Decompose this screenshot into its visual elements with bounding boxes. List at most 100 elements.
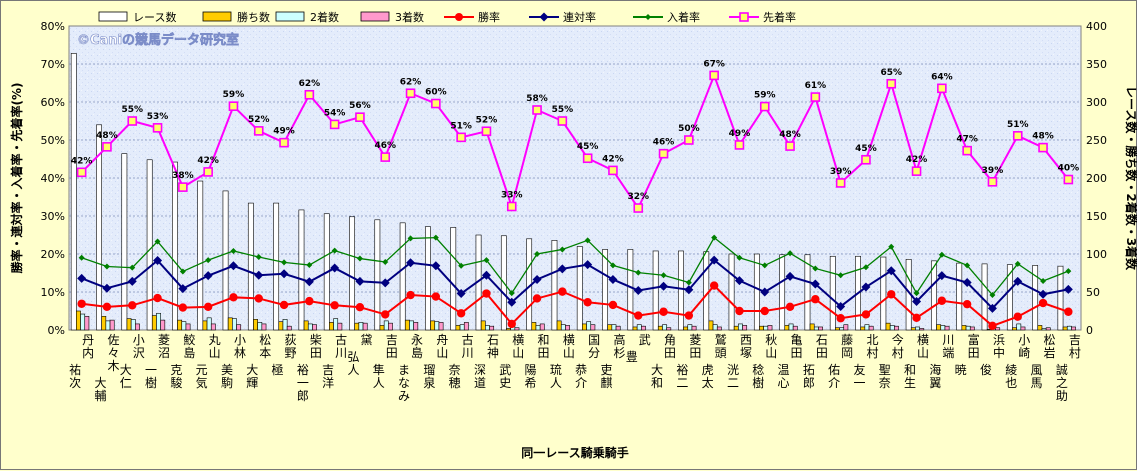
point-勝率 xyxy=(355,303,365,312)
data-label: 55% xyxy=(552,105,574,115)
bar-勝ち数 xyxy=(961,325,967,331)
point-入着率 xyxy=(888,243,895,250)
point-連対率 xyxy=(734,276,744,286)
point-先着率 xyxy=(759,101,770,112)
data-label: 48% xyxy=(1032,132,1054,142)
category-char: 々 xyxy=(107,346,119,360)
category-char: 佐 xyxy=(107,333,119,347)
category-char: 翼 xyxy=(929,376,941,390)
category-char: 本 xyxy=(259,346,271,360)
bar-3着数 xyxy=(716,326,722,331)
bar-勝ち数 xyxy=(202,320,208,331)
category-char: 聖 xyxy=(879,363,891,377)
category-char: 心 xyxy=(778,376,790,390)
data-label: 56% xyxy=(349,101,371,111)
category-char: 高 xyxy=(613,332,625,347)
data-label: 48% xyxy=(779,130,801,140)
category-char: 佑 xyxy=(828,363,840,377)
category-char: 吉 xyxy=(322,363,334,377)
point-勝率 xyxy=(456,309,466,318)
bar-3着数 xyxy=(413,322,419,331)
point-勝率 xyxy=(861,310,871,319)
category-char: 川 xyxy=(462,346,474,360)
category-char: 海 xyxy=(929,362,941,377)
data-label: 55% xyxy=(121,105,143,115)
bar-2着数 xyxy=(712,324,718,331)
category-char: 頭 xyxy=(715,346,727,360)
bar-2着数 xyxy=(333,318,339,331)
line-勝率 xyxy=(81,284,1069,327)
bar-2着数 xyxy=(485,325,490,331)
bar-2着数 xyxy=(1016,323,1022,331)
bar-レース数 xyxy=(627,249,634,331)
point-連対率 xyxy=(684,285,694,295)
point-先着率 xyxy=(861,154,871,165)
bar-レース数 xyxy=(121,153,128,331)
point-連対率 xyxy=(810,279,820,289)
category-char: 郎 xyxy=(297,389,309,403)
bar-レース数 xyxy=(1032,265,1039,331)
category-char: 人 xyxy=(347,363,359,377)
category-char: 山 xyxy=(512,346,524,360)
point-連対率 xyxy=(1063,284,1073,294)
category-char: 仁 xyxy=(120,376,132,390)
category-char: 崎 xyxy=(1018,346,1030,360)
point-入着率 xyxy=(761,262,768,269)
point-入着率 xyxy=(1065,268,1072,275)
bar-2着数 xyxy=(105,320,111,331)
point-連対率 xyxy=(659,281,669,291)
bar-レース数 xyxy=(703,251,710,331)
bar-レース数 xyxy=(956,262,963,331)
category-char: 横 xyxy=(917,333,929,347)
bar-勝ち数 xyxy=(379,325,385,331)
bar-2着数 xyxy=(257,322,263,331)
category-char: 鮫 xyxy=(183,332,195,347)
category-char: 古 xyxy=(335,332,347,347)
category-label: 浜中俊 xyxy=(980,333,1005,377)
bar-勝ち数 xyxy=(531,322,537,331)
bar-勝ち数 xyxy=(303,320,309,331)
category-char: 一 xyxy=(853,376,865,390)
category-char: 弘 xyxy=(347,350,359,364)
category-char: な xyxy=(398,376,410,390)
point-先着率 xyxy=(405,88,416,99)
category-char: 神 xyxy=(487,346,499,360)
bar-2着数 xyxy=(130,319,136,331)
category-char: 輝 xyxy=(246,376,258,390)
bar-勝ち数 xyxy=(278,321,284,331)
bar-3着数 xyxy=(868,325,874,331)
point-入着率 xyxy=(129,264,136,271)
point-連対率 xyxy=(709,255,719,265)
data-label: 51% xyxy=(450,121,472,131)
bar-2着数 xyxy=(788,323,794,331)
category-char: 永 xyxy=(411,333,423,347)
bar-3着数 xyxy=(818,326,823,331)
point-勝率 xyxy=(887,290,896,299)
category-char: 美 xyxy=(221,363,233,377)
bar-レース数 xyxy=(399,222,406,331)
bar-レース数 xyxy=(829,255,836,331)
category-char: 山 xyxy=(563,346,575,360)
data-label: 51% xyxy=(1007,120,1029,130)
data-label: 42% xyxy=(602,154,624,164)
point-勝率 xyxy=(229,293,238,302)
point-連対率 xyxy=(785,271,795,281)
point-先着率 xyxy=(658,148,669,159)
category-char: 山 xyxy=(209,346,221,360)
category-char: 也 xyxy=(1005,376,1017,390)
category-char: 介 xyxy=(575,376,587,390)
bar-3着数 xyxy=(210,323,216,331)
point-連対率 xyxy=(760,287,770,297)
bar-3着数 xyxy=(514,327,520,331)
category-char: 山 xyxy=(765,346,777,360)
point-入着率 xyxy=(609,262,616,269)
category-char: 藤 xyxy=(841,333,853,347)
category-char: 丹 xyxy=(82,333,94,347)
category-char: 輔 xyxy=(94,389,106,403)
category-char: 虎 xyxy=(702,363,714,377)
bar-2着数 xyxy=(459,324,465,331)
